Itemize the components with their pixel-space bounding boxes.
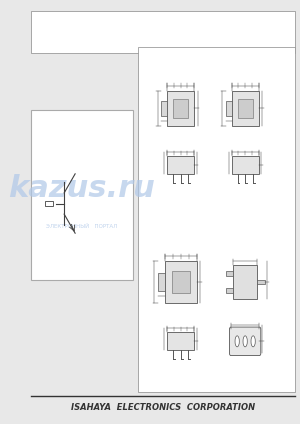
Bar — [226, 271, 233, 276]
Ellipse shape — [243, 336, 247, 347]
Bar — [257, 279, 265, 285]
Bar — [161, 100, 167, 116]
Bar — [138, 47, 295, 392]
Bar — [232, 91, 259, 126]
Bar — [173, 98, 188, 118]
Bar — [165, 261, 197, 303]
FancyBboxPatch shape — [230, 327, 261, 356]
Bar — [31, 11, 295, 53]
Bar — [233, 265, 257, 299]
Bar — [172, 271, 190, 293]
Bar — [226, 288, 233, 293]
Ellipse shape — [251, 336, 255, 347]
Bar — [167, 332, 194, 350]
Bar — [158, 273, 165, 291]
Bar — [226, 100, 232, 116]
Text: ISAHAYA  ELECTRONICS  CORPORATION: ISAHAYA ELECTRONICS CORPORATION — [71, 403, 255, 413]
Text: kazus.ru: kazus.ru — [9, 174, 155, 203]
Bar — [167, 91, 194, 126]
Text: ЭЛЕКТРОННЫЙ   ПОРТАЛ: ЭЛЕКТРОННЫЙ ПОРТАЛ — [46, 224, 118, 229]
Bar — [167, 156, 194, 174]
Bar — [232, 156, 259, 174]
Bar — [31, 110, 133, 280]
Bar — [45, 201, 53, 206]
Ellipse shape — [235, 336, 239, 347]
Bar — [238, 98, 253, 118]
